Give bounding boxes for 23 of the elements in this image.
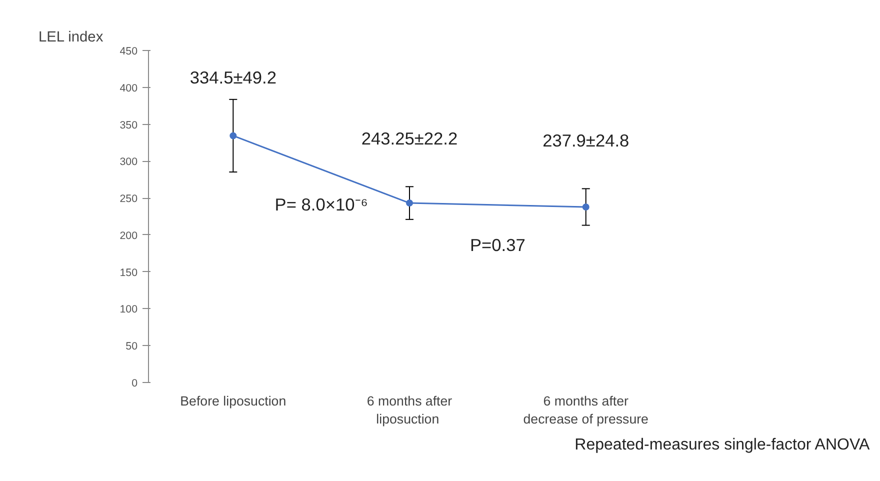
point bbox=[582, 203, 590, 210]
x-tick-label: 6 months after decrease of pressure bbox=[523, 394, 648, 426]
point bbox=[230, 132, 237, 140]
data-label: 243.25±22.2 bbox=[361, 128, 458, 149]
data-label: 237.9±24.8 bbox=[542, 130, 630, 151]
y-tick-label: 0 bbox=[132, 378, 138, 390]
y-tick-label: 50 bbox=[126, 340, 138, 353]
y-axis-title: LEL index bbox=[38, 30, 104, 46]
x-tick-label: Before liposuction bbox=[180, 394, 286, 408]
data-label: 334.5±49.2 bbox=[190, 67, 276, 88]
y-tick-label: 450 bbox=[120, 46, 138, 58]
annotation: P=0.37 bbox=[470, 235, 526, 256]
y-tick-label: 350 bbox=[120, 119, 138, 132]
y-tick-label: 250 bbox=[120, 193, 138, 206]
y-tick-label: 150 bbox=[120, 266, 138, 279]
y-tick-label: 100 bbox=[120, 304, 138, 316]
y-tick-label: 200 bbox=[120, 230, 138, 242]
y-tick-label: 400 bbox=[120, 82, 138, 94]
x-tick-label: 6 months after liposuction bbox=[366, 394, 453, 426]
y-tick-label: 300 bbox=[120, 156, 138, 168]
point bbox=[406, 200, 414, 207]
text: Repeated-measures single-factor ANOVA bbox=[574, 436, 870, 454]
annotation: P= 8.0×10⁻⁶ bbox=[274, 194, 368, 214]
